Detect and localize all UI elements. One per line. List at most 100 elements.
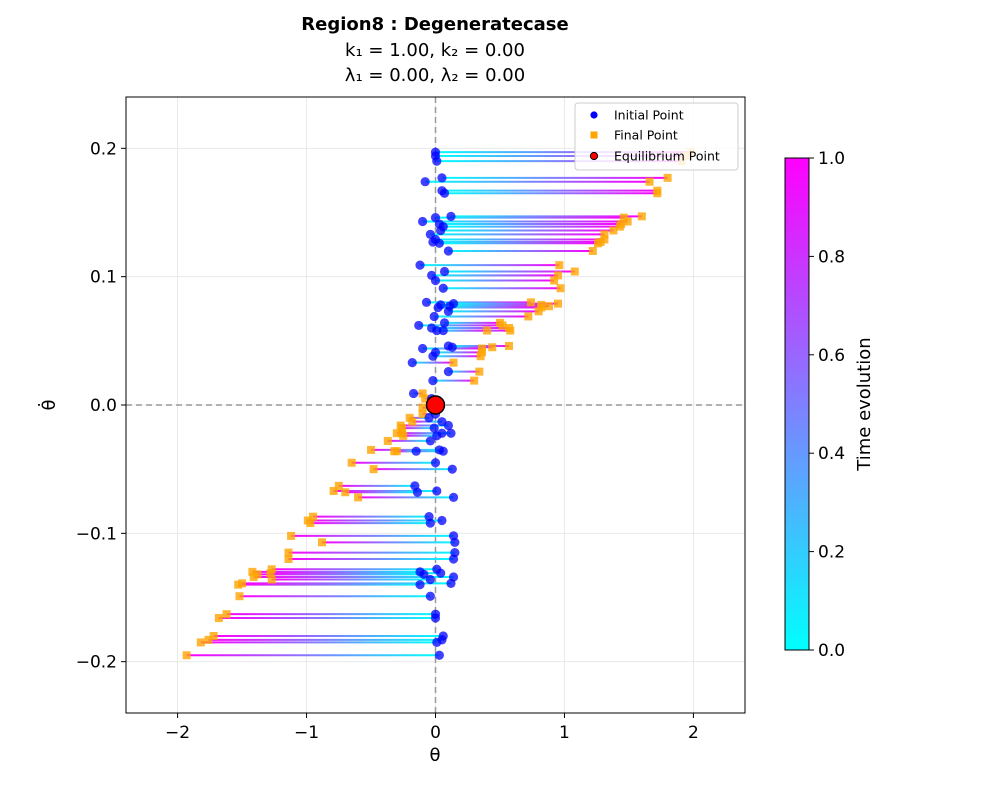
trajectories <box>186 151 691 657</box>
initial-point <box>430 613 441 623</box>
y-tick-label: −0.1 <box>76 524 117 544</box>
x-ticks: −2 −1 0 1 2 <box>165 713 699 743</box>
initial-point <box>408 388 419 399</box>
initial-point <box>439 266 450 277</box>
initial-point <box>447 464 457 474</box>
initial-point <box>430 458 441 468</box>
x-tick-label: 2 <box>688 723 699 743</box>
final-point <box>209 632 218 640</box>
initial-point <box>424 413 434 423</box>
final-point <box>600 230 609 239</box>
y-tick-label: 0.2 <box>90 139 117 159</box>
final-point <box>182 651 191 660</box>
final-point <box>284 555 293 563</box>
initial-point <box>434 650 444 660</box>
final-point <box>235 592 244 601</box>
final-point <box>392 429 401 438</box>
initial-point <box>429 311 439 322</box>
colorbar-label: Time evolution <box>854 337 875 471</box>
legend-equilibrium-label: Equilibrium Point <box>614 149 720 164</box>
final-points <box>182 148 695 660</box>
final-point <box>249 572 258 581</box>
y-tick-label: 0.0 <box>90 396 117 416</box>
final-point <box>653 189 662 198</box>
final-point <box>284 548 293 557</box>
final-point <box>214 614 223 623</box>
final-point <box>318 538 327 547</box>
initial-point <box>447 342 457 352</box>
final-point <box>354 493 363 502</box>
initial-point <box>434 238 444 248</box>
y-ticks: −0.2 −0.1 0.0 0.1 0.2 <box>76 139 126 673</box>
final-point <box>476 352 485 361</box>
final-point <box>204 635 213 644</box>
initial-point <box>425 574 435 585</box>
final-point <box>488 343 497 352</box>
colorbar-ticks: 0.0 0.2 0.4 0.6 0.8 1.0 <box>809 149 845 661</box>
final-point <box>556 284 565 293</box>
initial-point <box>437 173 447 183</box>
initial-point <box>446 428 456 438</box>
initial-point <box>439 188 450 198</box>
initial-point <box>418 216 428 227</box>
final-point <box>222 610 231 619</box>
initial-point <box>443 306 453 316</box>
initial-point <box>429 423 439 433</box>
y-axis-label: θ̇ <box>37 399 60 410</box>
initial-point <box>421 297 432 307</box>
initial-point <box>448 492 459 502</box>
equilibrium-layer <box>425 395 446 415</box>
final-point <box>550 276 559 285</box>
final-point <box>329 486 338 495</box>
initial-point <box>425 591 435 601</box>
initial-point <box>443 246 453 256</box>
legend-final-marker <box>590 131 598 139</box>
final-point <box>645 177 654 186</box>
equilibrium-point <box>425 395 446 415</box>
final-point <box>570 267 579 276</box>
initial-point <box>448 554 459 564</box>
legend-initial-marker <box>590 111 598 119</box>
initial-point <box>446 211 456 221</box>
initial-point <box>437 515 447 526</box>
legend-box <box>574 102 739 171</box>
final-point <box>555 261 564 270</box>
x-tick-label: −1 <box>294 723 319 743</box>
final-point <box>341 488 350 497</box>
colorbar-tick-label: 0.6 <box>818 346 845 366</box>
initial-point <box>430 275 441 286</box>
final-point <box>418 389 427 398</box>
initial-point <box>415 580 425 590</box>
initial-point <box>407 358 417 368</box>
legend-equilibrium-marker <box>589 151 599 161</box>
final-point <box>383 436 392 445</box>
final-point <box>663 173 672 182</box>
initial-point <box>450 537 460 547</box>
colorbar-tick-label: 0.4 <box>818 444 845 464</box>
final-point <box>308 512 317 521</box>
final-point <box>623 217 632 226</box>
initial-point <box>419 569 429 580</box>
initial-point <box>432 637 442 648</box>
final-point <box>267 575 276 584</box>
x-tick-label: −2 <box>165 723 190 743</box>
final-point <box>369 465 378 474</box>
final-point <box>418 409 427 418</box>
initial-point <box>443 420 453 431</box>
initial-point <box>412 487 423 497</box>
initial-point <box>428 376 438 386</box>
final-point <box>593 239 602 248</box>
final-point <box>347 458 356 467</box>
initial-point <box>418 343 428 354</box>
initial-point <box>432 431 442 441</box>
initial-point <box>432 156 442 166</box>
final-point <box>483 326 492 335</box>
final-point <box>470 376 479 385</box>
chart-title-line3: λ₁ = 0.00, λ₂ = 0.00 <box>345 65 525 86</box>
initial-point <box>425 436 435 446</box>
initial-point <box>436 568 446 578</box>
initial-point <box>411 446 421 456</box>
final-point <box>498 321 507 330</box>
initial-point <box>436 225 446 236</box>
